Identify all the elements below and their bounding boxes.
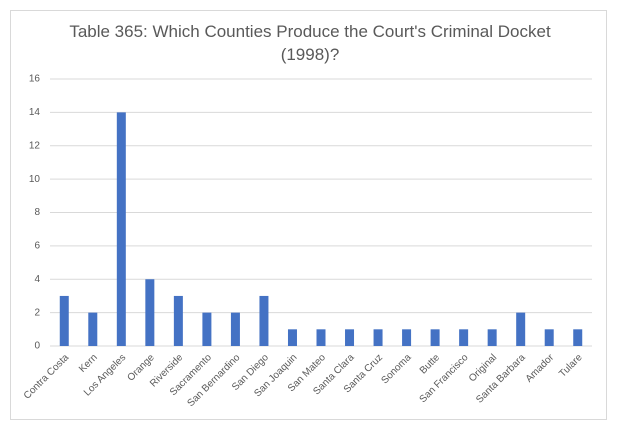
bar xyxy=(173,295,183,346)
y-tick-label: 16 xyxy=(29,74,41,85)
y-tick-label: 8 xyxy=(34,207,40,218)
y-tick-label: 14 xyxy=(29,107,41,118)
bar xyxy=(430,329,440,346)
x-tick-label: Kern xyxy=(77,352,100,375)
chart-frame xyxy=(10,10,607,420)
bar xyxy=(259,295,269,346)
bar xyxy=(145,279,155,346)
bar xyxy=(459,329,469,346)
x-tick-label: Contra Costa xyxy=(22,352,72,402)
y-tick-label: 6 xyxy=(34,241,40,252)
bar xyxy=(88,312,98,346)
y-tick-label: 10 xyxy=(29,174,41,185)
bar xyxy=(487,329,497,346)
bar xyxy=(402,329,412,346)
bar xyxy=(516,312,526,346)
bar xyxy=(573,329,583,346)
bar xyxy=(202,312,212,346)
x-tick-label: Butte xyxy=(418,352,443,377)
chart-title: Table 365: Which Counties Produce the Co… xyxy=(69,22,551,64)
x-tick-label: Tulare xyxy=(557,352,585,380)
y-tick-label: 4 xyxy=(34,274,40,285)
bar xyxy=(373,329,383,346)
y-tick-label: 12 xyxy=(29,140,41,151)
bar xyxy=(544,329,554,346)
bar xyxy=(316,329,326,346)
y-tick-label: 0 xyxy=(34,341,40,352)
bar xyxy=(116,112,126,346)
bar xyxy=(230,312,240,346)
bar xyxy=(59,295,69,346)
x-tick-label: Sonoma xyxy=(379,352,413,386)
bar xyxy=(287,329,297,346)
y-tick-label: 2 xyxy=(34,307,40,318)
bar xyxy=(345,329,355,346)
x-tick-label: Amador xyxy=(524,352,557,385)
